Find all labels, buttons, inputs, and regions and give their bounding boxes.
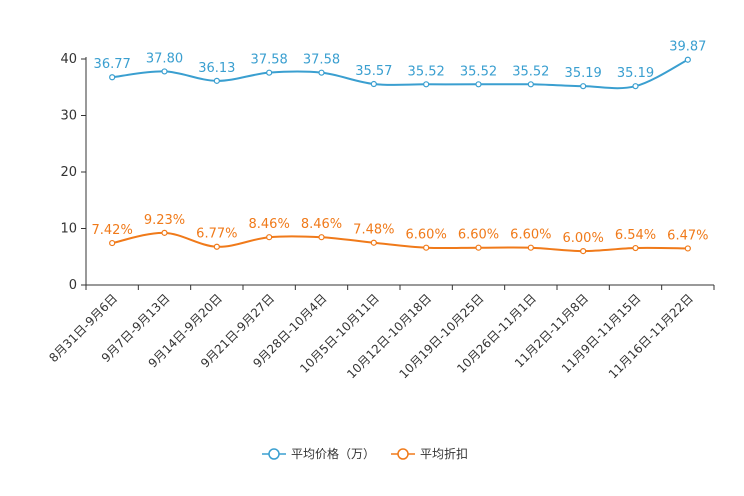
data-labels: 36.77 37.80 36.13 37.58 37.58 35.57 35.52 35.52… [92, 40, 709, 246]
data-point [684, 56, 691, 63]
data-label: 7.48% [353, 223, 394, 238]
data-point [370, 80, 377, 88]
data-point [266, 69, 273, 76]
data-label: 6.00% [563, 231, 604, 246]
series-line-0 [112, 58, 689, 90]
data-point [266, 234, 273, 241]
data-point [527, 81, 534, 88]
data-point [213, 77, 220, 84]
data-point [423, 81, 430, 88]
data-label: 35.57 [355, 64, 392, 79]
data-point [475, 81, 482, 88]
y-tick-label: 30 [60, 109, 77, 124]
data-label: 36.77 [94, 57, 131, 72]
data-label: 6.77% [196, 227, 237, 242]
data-point [580, 83, 587, 90]
data-points [109, 56, 691, 255]
data-label: 36.13 [198, 61, 235, 76]
data-label: 35.19 [565, 66, 602, 81]
data-point [475, 244, 482, 251]
data-label: 37.58 [251, 53, 288, 68]
data-point [632, 83, 639, 90]
data-label: 7.42% [92, 223, 133, 238]
legend-item-0[interactable]: 平均价格（万） [262, 446, 375, 461]
legend-item-1[interactable]: 平均折扣 [391, 446, 468, 461]
data-label: 8.46% [301, 217, 342, 232]
data-label: 35.19 [617, 66, 654, 81]
y-tick-label: 40 [60, 52, 77, 67]
data-label: 6.47% [667, 228, 708, 243]
data-label: 35.52 [408, 64, 445, 79]
data-point [318, 69, 325, 76]
legend-label: 平均折扣 [420, 446, 468, 461]
data-point [318, 234, 325, 241]
data-label: 6.60% [406, 228, 447, 243]
data-point [580, 248, 587, 255]
data-point [684, 245, 691, 252]
data-point [527, 244, 534, 251]
data-point [632, 244, 639, 252]
data-label: 6.54% [615, 228, 656, 243]
data-point [161, 68, 168, 75]
data-point [370, 239, 377, 246]
series-line-1 [111, 231, 688, 253]
data-label: 37.58 [303, 53, 340, 68]
legend-marker [268, 448, 280, 460]
data-point [109, 239, 116, 247]
data-label: 9.23% [144, 213, 185, 228]
data-label: 8.46% [249, 217, 290, 232]
y-tick-label: 0 [69, 278, 77, 293]
data-label: 6.60% [510, 228, 551, 243]
data-point [213, 243, 220, 250]
data-point [423, 244, 430, 251]
legend-label: 平均价格（万） [291, 446, 375, 461]
chart-legend[interactable]: 平均价格（万） 平均折扣 [262, 446, 468, 461]
series-lines [111, 58, 689, 253]
data-label: 35.52 [460, 64, 497, 79]
y-tick-label: 20 [60, 165, 77, 180]
data-label: 6.60% [458, 228, 499, 243]
data-point [161, 229, 168, 236]
data-label: 35.52 [512, 64, 549, 79]
legend-marker [397, 448, 409, 460]
data-label: 39.87 [669, 40, 706, 55]
data-label: 37.80 [146, 51, 183, 66]
data-point [109, 74, 116, 81]
y-tick-label: 10 [60, 222, 77, 237]
